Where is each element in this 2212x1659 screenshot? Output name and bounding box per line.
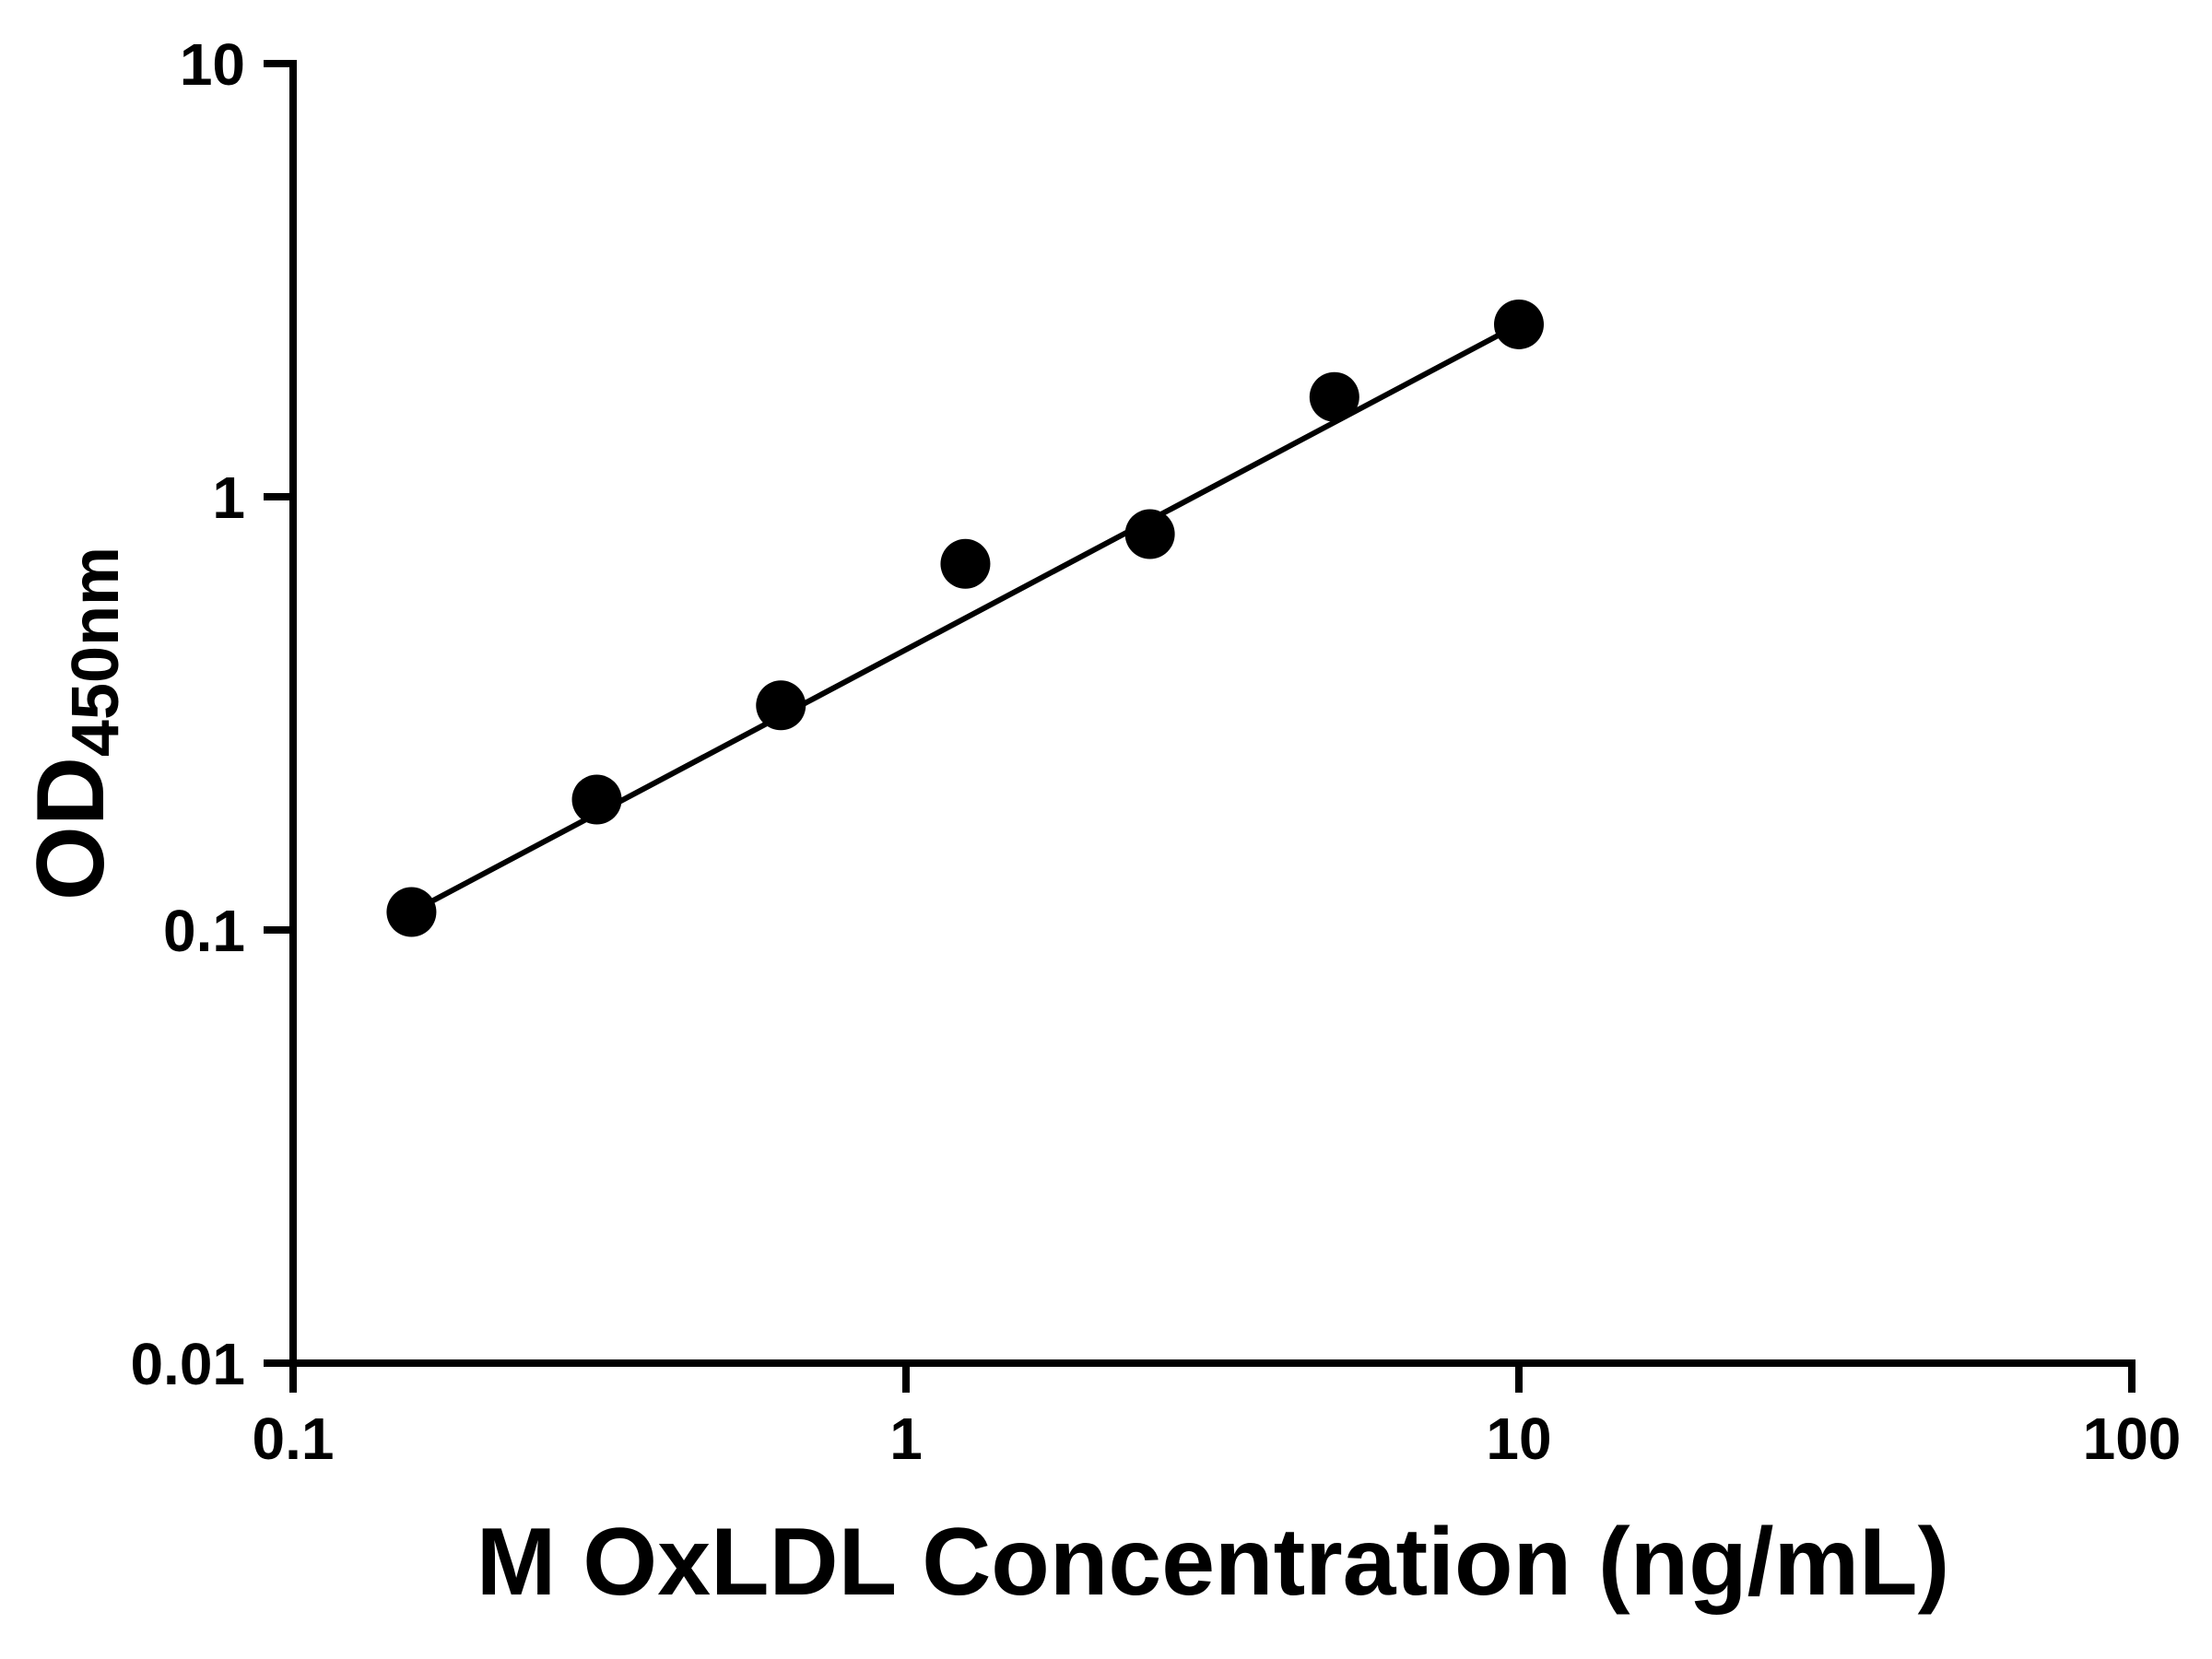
y-tick-label: 0.1 — [163, 898, 245, 964]
y-axis-title-main: OD — [18, 757, 124, 900]
x-tick-label: 1 — [889, 1406, 923, 1472]
y-axis-title: OD450nm — [18, 547, 133, 900]
x-axis-title: M OxLDL Concentration (ng/mL) — [477, 1509, 1949, 1616]
data-point — [1309, 371, 1359, 422]
data-point — [571, 774, 622, 825]
y-axis-title-subscript: 450nm — [59, 547, 133, 757]
data-point — [386, 887, 437, 937]
y-tick-label: 1 — [212, 465, 245, 531]
x-tick-label: 10 — [1486, 1406, 1551, 1472]
x-tick-label: 0.1 — [253, 1406, 335, 1472]
data-point — [940, 538, 991, 589]
y-tick-label: 0.01 — [130, 1331, 245, 1397]
data-point — [1494, 299, 1544, 349]
y-tick-label: 10 — [180, 31, 245, 98]
data-point — [1124, 509, 1175, 559]
x-tick-label: 100 — [2083, 1406, 2182, 1472]
data-point — [756, 680, 806, 731]
